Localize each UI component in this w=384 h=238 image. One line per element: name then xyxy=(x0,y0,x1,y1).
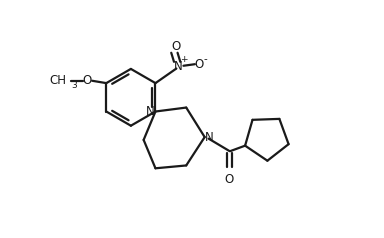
Text: N: N xyxy=(174,60,183,73)
Text: -: - xyxy=(203,55,207,64)
Text: CH: CH xyxy=(50,74,67,87)
Text: O: O xyxy=(171,40,180,53)
Text: 3: 3 xyxy=(71,81,77,90)
Text: N: N xyxy=(205,131,214,144)
Text: N: N xyxy=(146,105,155,118)
Text: +: + xyxy=(180,55,187,64)
Text: O: O xyxy=(225,173,234,186)
Text: O: O xyxy=(194,58,204,71)
Text: O: O xyxy=(83,74,92,87)
